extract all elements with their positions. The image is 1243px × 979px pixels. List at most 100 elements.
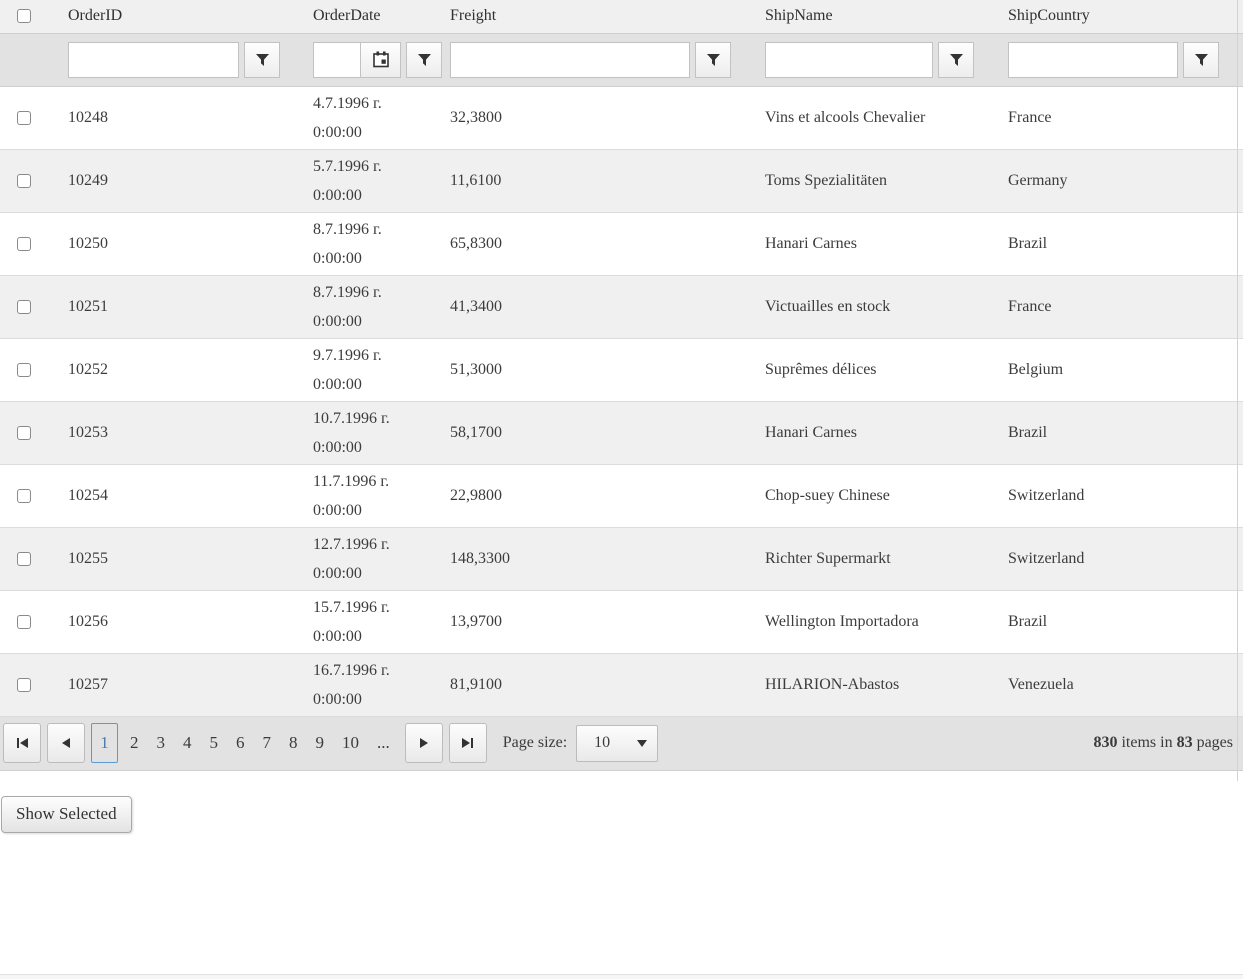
- pager-page-6[interactable]: 6: [236, 733, 245, 752]
- row-select-checkbox[interactable]: [17, 362, 31, 377]
- funnel-icon: [949, 53, 964, 67]
- show-selected-button[interactable]: Show Selected: [1, 795, 132, 833]
- cell-orderdate: 15.7.1996 г. 0:00:00: [295, 590, 432, 654]
- row-select-checkbox[interactable]: [17, 236, 31, 251]
- row-select-checkbox[interactable]: [17, 173, 31, 188]
- column-header-orderdate[interactable]: OrderDate: [295, 0, 432, 34]
- row-select-checkbox[interactable]: [17, 677, 31, 692]
- cell-orderid: 10256: [50, 590, 295, 654]
- row-select-checkbox[interactable]: [17, 551, 31, 566]
- page-size-dropdown[interactable]: 10: [576, 724, 659, 762]
- table-row[interactable]: 10249 5.7.1996 г. 0:00:00 11,6100 Toms S…: [0, 149, 1243, 213]
- filter-input-shipcountry[interactable]: [1008, 41, 1178, 78]
- grid-right-border: [1237, 0, 1238, 781]
- table-row[interactable]: 10251 8.7.1996 г. 0:00:00 41,3400 Victua…: [0, 275, 1243, 339]
- pager-page-9[interactable]: 9: [315, 733, 325, 752]
- cell-shipcountry: Venezuela: [990, 653, 1243, 717]
- row-select-checkbox[interactable]: [17, 425, 31, 440]
- select-all-checkbox[interactable]: [17, 9, 31, 24]
- table-row[interactable]: 10252 9.7.1996 г. 0:00:00 51,3000 Suprêm…: [0, 338, 1243, 402]
- column-header-shipcountry[interactable]: ShipCountry: [990, 0, 1243, 34]
- cell-shipcountry: France: [990, 275, 1243, 339]
- pager-summary: 830 items in 83 pages: [1093, 734, 1233, 751]
- cell-orderdate: 10.7.1996 г. 0:00:00: [295, 401, 432, 465]
- table-row[interactable]: 10250 8.7.1996 г. 0:00:00 65,8300 Hanari…: [0, 212, 1243, 276]
- date-picker-button[interactable]: [360, 42, 400, 77]
- pager-next-button[interactable]: [404, 723, 443, 763]
- cell-orderid: 10253: [50, 401, 295, 465]
- cell-orderid: 10248: [50, 86, 295, 150]
- filter-input-orderdate[interactable]: [314, 42, 360, 77]
- cell-shipcountry: Switzerland: [990, 464, 1243, 528]
- column-header-freight[interactable]: Freight: [432, 0, 747, 34]
- funnel-icon: [417, 53, 432, 67]
- filter-button-orderdate[interactable]: [406, 41, 442, 78]
- pager-page-8[interactable]: 8: [289, 733, 298, 752]
- table-row[interactable]: 10256 15.7.1996 г. 0:00:00 13,9700 Welli…: [0, 590, 1243, 654]
- filter-input-shipname[interactable]: [765, 41, 933, 78]
- first-page-icon: [16, 738, 28, 748]
- pager-first-button[interactable]: [3, 723, 41, 763]
- pager-prev-button[interactable]: [47, 723, 85, 763]
- cell-shipname: Wellington Importadora: [747, 590, 990, 654]
- cell-freight: 148,3300: [432, 527, 747, 591]
- pager-pages: 1 2 3 4 5 6 7 8 9 10...: [91, 723, 399, 763]
- cell-freight: 11,6100: [432, 149, 747, 213]
- pager-more-pages[interactable]: ...: [377, 733, 390, 752]
- pager-page-2[interactable]: 2: [130, 733, 139, 752]
- pager-last-button[interactable]: [448, 723, 487, 763]
- filter-input-orderid[interactable]: [68, 41, 239, 78]
- cell-orderid: 10254: [50, 464, 295, 528]
- cell-freight: 51,3000: [432, 338, 747, 402]
- table-row[interactable]: 10253 10.7.1996 г. 0:00:00 58,1700 Hanar…: [0, 401, 1243, 465]
- previous-page-icon: [62, 738, 70, 748]
- filter-input-freight[interactable]: [450, 41, 690, 78]
- page-size-label: Page size:: [502, 734, 568, 751]
- grid-filter-row: [0, 33, 1243, 87]
- filter-button-shipname[interactable]: [938, 41, 974, 78]
- cell-orderdate: 8.7.1996 г. 0:00:00: [295, 275, 432, 339]
- cell-shipname: Hanari Carnes: [747, 401, 990, 465]
- cell-shipname: HILARION-Abastos: [747, 653, 990, 717]
- pager-page-4[interactable]: 4: [183, 733, 192, 752]
- row-select-checkbox[interactable]: [17, 110, 31, 125]
- grid-body: 10248 4.7.1996 г. 0:00:00 32,3800 Vins e…: [0, 86, 1243, 717]
- filter-button-freight[interactable]: [695, 41, 731, 78]
- cell-shipcountry: Brazil: [990, 590, 1243, 654]
- row-select-checkbox[interactable]: [17, 488, 31, 503]
- bottom-divider: [0, 974, 1243, 979]
- pager-page-1[interactable]: 1: [91, 723, 118, 763]
- grid-header-row: OrderID OrderDate Freight ShipName ShipC…: [0, 0, 1243, 34]
- cell-orderid: 10250: [50, 212, 295, 276]
- cell-shipname: Victuailles en stock: [747, 275, 990, 339]
- table-row[interactable]: 10257 16.7.1996 г. 0:00:00 81,9100 HILAR…: [0, 653, 1243, 717]
- table-row[interactable]: 10255 12.7.1996 г. 0:00:00 148,3300 Rich…: [0, 527, 1243, 591]
- pager-page-7[interactable]: 7: [262, 733, 272, 752]
- cell-orderdate: 11.7.1996 г. 0:00:00: [295, 464, 432, 528]
- filter-button-orderid[interactable]: [244, 41, 280, 78]
- cell-shipname: Hanari Carnes: [747, 212, 990, 276]
- cell-shipcountry: Brazil: [990, 401, 1243, 465]
- table-row[interactable]: 10254 11.7.1996 г. 0:00:00 22,9800 Chop-…: [0, 464, 1243, 528]
- cell-freight: 22,9800: [432, 464, 747, 528]
- funnel-icon: [255, 53, 270, 67]
- pager-page-5[interactable]: 5: [209, 733, 219, 752]
- orders-grid: OrderID OrderDate Freight ShipName ShipC…: [0, 0, 1243, 781]
- row-select-checkbox[interactable]: [17, 614, 31, 629]
- next-page-icon: [419, 738, 428, 748]
- column-header-orderid[interactable]: OrderID: [50, 0, 295, 34]
- row-select-checkbox[interactable]: [17, 299, 31, 314]
- filter-button-shipcountry[interactable]: [1183, 41, 1219, 78]
- column-header-shipname[interactable]: ShipName: [747, 0, 990, 34]
- pager-page-3[interactable]: 3: [156, 733, 166, 752]
- cell-freight: 13,9700: [432, 590, 747, 654]
- cell-orderdate: 5.7.1996 г. 0:00:00: [295, 149, 432, 213]
- funnel-icon: [1194, 53, 1209, 67]
- table-row[interactable]: 10248 4.7.1996 г. 0:00:00 32,3800 Vins e…: [0, 86, 1243, 150]
- pager-page-10[interactable]: 10: [342, 733, 359, 752]
- cell-orderdate: 16.7.1996 г. 0:00:00: [295, 653, 432, 717]
- cell-orderdate: 12.7.1996 г. 0:00:00: [295, 527, 432, 591]
- funnel-icon: [706, 53, 721, 67]
- cell-shipname: Vins et alcools Chevalier: [747, 86, 990, 150]
- cell-orderid: 10249: [50, 149, 295, 213]
